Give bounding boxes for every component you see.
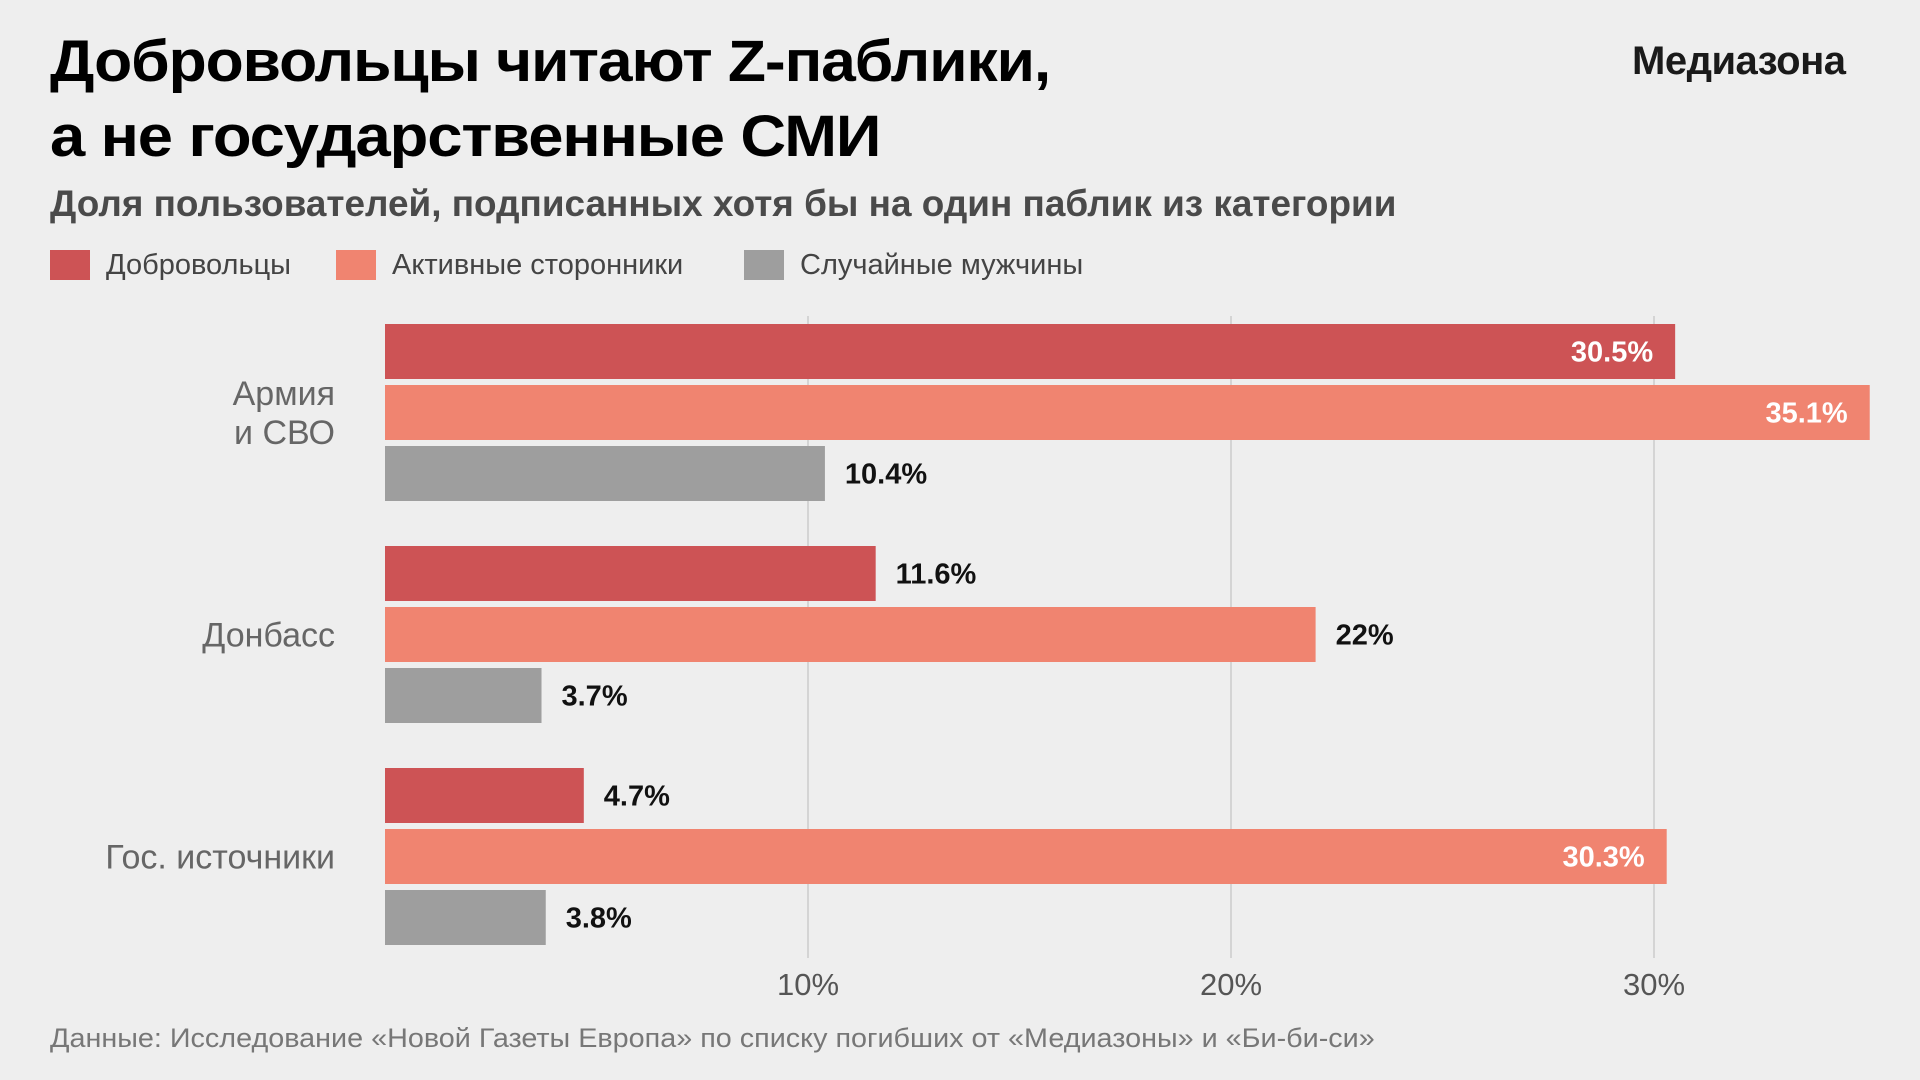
x-tick-label: 30% xyxy=(1623,967,1685,1002)
bar xyxy=(385,768,584,823)
bar-value-label: 11.6% xyxy=(896,559,977,591)
bar xyxy=(385,324,1676,379)
chart-title-line-2: а не государственные СМИ xyxy=(50,104,881,169)
bar-value-label: 3.7% xyxy=(562,681,628,713)
legend-item-volunteers: Добровольцы xyxy=(50,250,291,280)
bar-group: 11.6% 22% 3.7% xyxy=(385,546,1394,723)
bars: 30.5% 35.1% 10.4% 11.6% 22% 3.7% 4.7% 30.3% 3.8% xyxy=(385,324,1870,945)
bar-value-label: 30.5% xyxy=(1571,337,1653,369)
category-label-line: Гос. источники xyxy=(105,839,335,877)
bar xyxy=(385,668,542,723)
bar-value-label: 10.4% xyxy=(845,459,927,491)
category-label: Армия и СВО xyxy=(233,375,335,452)
mediazona-logo: Медиазона xyxy=(1632,39,1846,83)
bar-value-label: 3.8% xyxy=(566,903,632,935)
chart-subtitle: Доля пользователей, подписанных хотя бы … xyxy=(50,183,1397,224)
legend-item-active-supporters: Активные сторонники xyxy=(336,250,683,280)
legend-label-random-men: Случайные мужчины xyxy=(800,249,1084,281)
bar-value-label: 4.7% xyxy=(604,781,670,813)
bar xyxy=(385,385,1870,440)
bar-value-label: 30.3% xyxy=(1562,842,1644,874)
legend-swatch-volunteers xyxy=(50,250,90,280)
bar xyxy=(385,829,1667,884)
bar xyxy=(385,890,546,945)
category-label: Донбасс xyxy=(202,617,335,655)
source-footnote: Данные: Исследование «Новой Газеты Европ… xyxy=(50,1023,1375,1053)
bar-group: 4.7% 30.3% 3.8% xyxy=(385,768,1667,945)
legend-label-volunteers: Добровольцы xyxy=(106,249,292,281)
x-tick-label: 20% xyxy=(1200,967,1262,1002)
bar xyxy=(385,607,1316,662)
x-tick-label: 10% xyxy=(777,967,839,1002)
bar-value-label: 22% xyxy=(1336,620,1394,652)
category-label-line: и СВО xyxy=(234,414,335,452)
chart-title-line-1: Добровольцы читают Z-паблики, xyxy=(50,29,1051,94)
category-labels: Армия и СВО Донбасс Гос. источники xyxy=(105,375,335,877)
legend-item-random-men: Случайные мужчины xyxy=(744,250,1083,280)
legend-swatch-random-men xyxy=(744,250,784,280)
category-label: Гос. источники xyxy=(105,839,335,877)
bar-value-label: 35.1% xyxy=(1765,398,1847,430)
legend-label-active-supporters: Активные сторонники xyxy=(392,249,684,281)
bar xyxy=(385,546,876,601)
legend-swatch-active-supporters xyxy=(336,250,376,280)
category-label-line: Армия xyxy=(233,375,335,413)
bar xyxy=(385,446,825,501)
x-axis-ticks: 10% 20% 30% xyxy=(777,967,1685,1002)
bar-group: 30.5% 35.1% 10.4% xyxy=(385,324,1870,501)
category-label-line: Донбасс xyxy=(202,617,335,655)
